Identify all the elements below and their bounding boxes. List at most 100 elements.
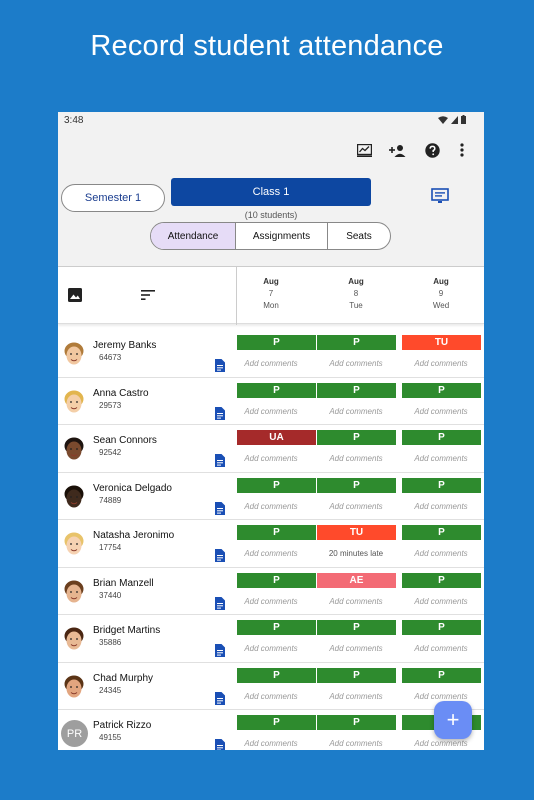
header-divider	[236, 267, 237, 325]
attendance-header: Aug 7 Mon Aug 8 Tue Aug 9 Wed	[58, 266, 484, 325]
document-icon[interactable]	[215, 549, 225, 562]
comment-field[interactable]: Add comments	[329, 406, 383, 416]
attendance-status[interactable]: P	[317, 715, 396, 730]
attendance-status[interactable]: P	[317, 430, 396, 445]
attendance-status[interactable]: UA	[237, 430, 316, 445]
tab-assignments[interactable]: Assignments	[236, 223, 328, 249]
document-icon[interactable]	[215, 406, 225, 420]
comment-field[interactable]: Add comments	[414, 596, 468, 606]
comment-field[interactable]: Add comments	[244, 454, 298, 463]
student-row[interactable]: Bridget Martins 35886 P Add comments P Add co…	[58, 615, 484, 663]
student-row[interactable]: Natasha Jeronimo 17754 P Add comments TU 20 m…	[58, 520, 484, 568]
document-icon[interactable]	[215, 691, 225, 705]
comment-field[interactable]: Add comments	[329, 501, 383, 511]
attendance-status[interactable]: P	[237, 525, 316, 540]
student-row[interactable]: Anna Castro 29573 P Add comments P Add commen…	[58, 378, 484, 425]
student-row[interactable]: Chad Murphy 24345 P Add comments P Add commen…	[58, 663, 484, 710]
image-icon[interactable]	[68, 288, 82, 302]
comment-field[interactable]: Add comments	[329, 454, 383, 463]
add-fab-button[interactable]: +	[434, 701, 472, 739]
comment-field[interactable]: Add comments	[244, 596, 298, 606]
comment-field[interactable]: Add comments	[244, 406, 298, 416]
student-id: 24345	[99, 685, 122, 695]
sort-icon[interactable]	[141, 289, 155, 301]
attendance-status[interactable]: P	[237, 335, 316, 350]
student-row[interactable]: Brian Manzell 37440 P Add comments AE Add com…	[58, 568, 484, 615]
attendance-status[interactable]: P	[402, 667, 481, 683]
student-row[interactable]: Jeremy Banks 64673 P Add comments P Add comme…	[58, 330, 484, 378]
document-icon[interactable]	[215, 644, 225, 657]
comment-field[interactable]: Add comments	[244, 549, 298, 558]
attendance-status[interactable]: P	[317, 335, 396, 350]
chart-icon[interactable]	[355, 141, 373, 159]
comment-field[interactable]: Add comments	[329, 359, 383, 368]
comment-field[interactable]: Add comments	[244, 359, 298, 368]
student-id: 29573	[99, 400, 122, 410]
comment-field[interactable]: Add comments	[414, 359, 468, 368]
date-weekday: Wed	[432, 301, 450, 310]
document-icon[interactable]	[215, 501, 225, 515]
date-column-2[interactable]: Aug 8 Tue	[313, 276, 399, 312]
attendance-status[interactable]: P	[317, 382, 396, 398]
attendance-status[interactable]: P	[237, 667, 316, 683]
avatar	[63, 437, 85, 463]
student-row[interactable]: PR Patrick Rizzo 49155 P Add comments P Add co…	[58, 710, 484, 750]
attendance-status[interactable]: P	[237, 382, 316, 398]
attendance-status[interactable]: TU	[402, 335, 481, 350]
tab-seats[interactable]: Seats	[346, 230, 372, 242]
tab-attendance[interactable]: Attendance	[151, 223, 236, 249]
help-icon[interactable]	[423, 141, 441, 159]
comment-field[interactable]: Add comments	[244, 644, 298, 653]
date-day: 9	[438, 289, 444, 298]
attendance-status[interactable]: P	[317, 620, 396, 635]
document-icon[interactable]	[215, 596, 225, 610]
comment-field[interactable]: Add comments	[244, 739, 298, 748]
attendance-status[interactable]: P	[402, 525, 481, 540]
avatar	[63, 389, 85, 416]
avatar: PR	[61, 720, 88, 747]
student-row[interactable]: Veronica Delgado 74889 P Add comments P Add c…	[58, 473, 484, 520]
attendance-status[interactable]: P	[317, 667, 396, 683]
attendance-status[interactable]: P	[402, 382, 481, 398]
date-column-3[interactable]: Aug 9 Wed	[398, 276, 484, 312]
wifi-icon	[438, 115, 448, 124]
document-icon[interactable]	[215, 739, 225, 750]
add-person-icon[interactable]	[388, 141, 406, 159]
attendance-status[interactable]: P	[237, 620, 316, 635]
document-icon[interactable]	[215, 359, 225, 372]
attendance-status[interactable]: P	[237, 572, 316, 588]
present-icon[interactable]	[431, 188, 449, 204]
date-column-1[interactable]: Aug 7 Mon	[228, 276, 314, 312]
attendance-status[interactable]: P	[402, 477, 481, 493]
comment-field[interactable]: Add comments	[414, 739, 468, 748]
comment-field[interactable]: Add comments	[414, 501, 468, 511]
student-row[interactable]: Sean Connors 92542 UA Add comments P Add comm…	[58, 425, 484, 473]
comment-field[interactable]: Add comments	[414, 549, 468, 558]
attendance-status[interactable]: P	[402, 430, 481, 445]
document-icon[interactable]	[215, 454, 225, 467]
comment-field[interactable]: Add comments	[414, 691, 468, 701]
more-icon[interactable]	[453, 141, 471, 159]
date-month: Aug	[263, 277, 279, 286]
comment-field[interactable]: Add comments	[329, 739, 383, 748]
status-time: 3:48	[64, 115, 84, 126]
comment-field[interactable]: Add comments	[329, 644, 383, 653]
attendance-status[interactable]: TU	[317, 525, 396, 540]
comment-field[interactable]: Add comments	[414, 406, 468, 416]
class-button[interactable]: Class 1	[171, 178, 371, 206]
avatar	[63, 579, 85, 606]
attendance-status[interactable]: P	[402, 620, 481, 635]
comment-field[interactable]: Add comments	[244, 501, 298, 511]
comment-field[interactable]: Add comments	[414, 644, 468, 653]
attendance-status[interactable]: P	[237, 715, 316, 730]
comment-field[interactable]: 20 minutes late	[328, 549, 384, 558]
comment-field[interactable]: Add comments	[244, 691, 298, 701]
attendance-status[interactable]: P	[237, 477, 316, 493]
attendance-status[interactable]: P	[402, 572, 481, 588]
comment-field[interactable]: Add comments	[414, 454, 468, 463]
comment-field[interactable]: Add comments	[329, 691, 383, 701]
semester-button[interactable]: Semester 1	[61, 184, 165, 212]
attendance-status[interactable]: P	[317, 477, 396, 493]
attendance-status[interactable]: AE	[317, 572, 396, 588]
comment-field[interactable]: Add comments	[329, 596, 383, 606]
